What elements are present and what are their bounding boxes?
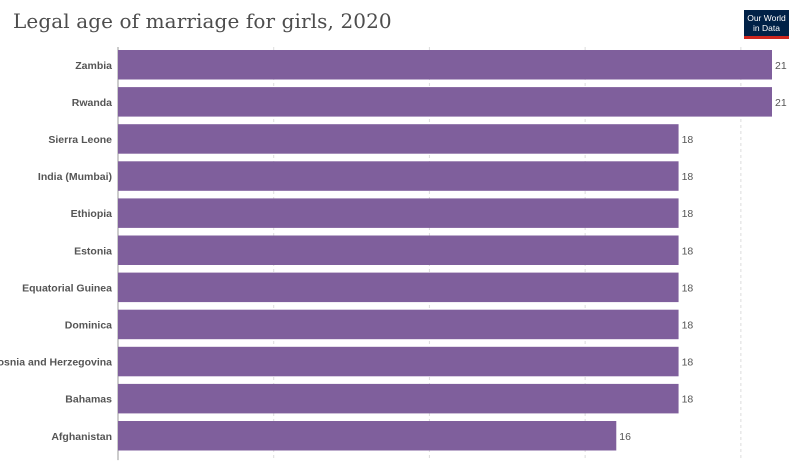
chart-title: Legal age of marriage for girls, 2020 [13, 9, 392, 33]
bar [118, 235, 679, 265]
data-label: 18 [682, 394, 694, 406]
data-label: 18 [682, 245, 694, 257]
logo-line-2: in Data [753, 23, 780, 33]
category-label: Estonia [74, 245, 112, 257]
data-label: 18 [682, 171, 694, 183]
data-label: 18 [682, 319, 694, 331]
data-label: 18 [682, 208, 694, 220]
category-label: Bosnia and Herzegovina [0, 357, 112, 369]
bar [118, 383, 679, 414]
data-label: 21 [775, 97, 787, 109]
data-label: 18 [682, 134, 694, 146]
bar [118, 309, 679, 340]
logo-line-1: Our World [747, 13, 786, 23]
bar [118, 272, 679, 303]
category-label: Equatorial Guinea [22, 282, 112, 294]
bar [118, 421, 617, 451]
bar [118, 161, 679, 191]
category-label: Zambia [75, 60, 112, 72]
bar [118, 50, 772, 80]
data-label: 18 [682, 282, 694, 294]
bar [118, 198, 679, 228]
data-label: 18 [682, 357, 694, 369]
bar [118, 346, 679, 377]
category-label: Dominica [65, 319, 112, 331]
owid-logo[interactable]: Our World in Data [744, 10, 789, 39]
bar [118, 87, 772, 117]
data-label: 16 [619, 431, 631, 443]
bar [118, 124, 679, 154]
category-label: India (Mumbai) [38, 171, 112, 183]
data-label: 21 [775, 60, 787, 72]
category-label: Ethiopia [71, 208, 113, 220]
category-label: Sierra Leone [48, 134, 112, 146]
category-label: Afghanistan [51, 431, 112, 443]
category-label: Rwanda [72, 97, 112, 109]
category-label: Bahamas [65, 394, 112, 406]
